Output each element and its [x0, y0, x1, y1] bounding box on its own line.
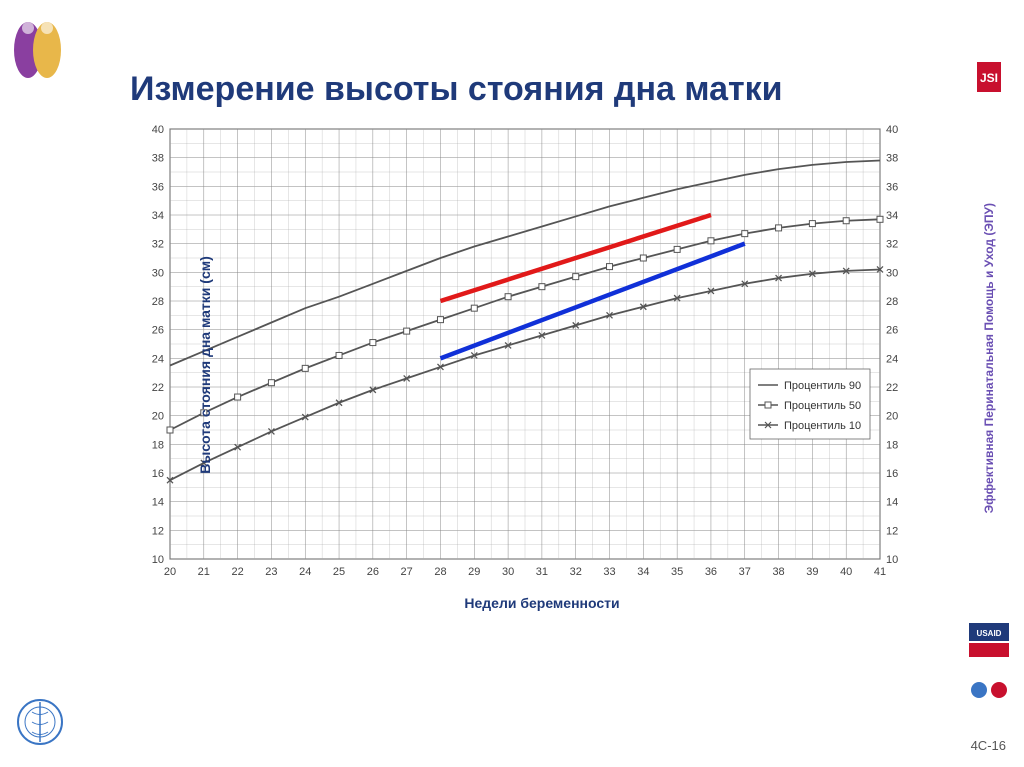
y-axis-label: Высота стояния дна матки (см) [197, 256, 213, 474]
svg-text:38: 38 [886, 153, 898, 165]
svg-text:26: 26 [886, 325, 898, 337]
svg-text:28: 28 [152, 296, 164, 308]
svg-text:27: 27 [401, 566, 413, 578]
svg-text:36: 36 [886, 181, 898, 193]
svg-text:10: 10 [886, 554, 898, 566]
svg-text:USAID: USAID [977, 629, 1002, 638]
pregnancy-icon [10, 10, 65, 90]
fundal-height-chart: 10 10 12 12 14 14 16 16 18 18 20 20 22 22 24 24 26 26 28 28… [130, 119, 920, 589]
svg-text:21: 21 [198, 566, 210, 578]
svg-text:12: 12 [152, 525, 164, 537]
svg-text:24: 24 [152, 353, 164, 365]
svg-text:36: 36 [152, 181, 164, 193]
svg-text:32: 32 [152, 239, 164, 251]
svg-text:16: 16 [152, 468, 164, 480]
x-axis-label: Недели беременности [130, 595, 954, 611]
svg-text:34: 34 [637, 566, 649, 578]
svg-text:40: 40 [152, 124, 164, 136]
svg-text:22: 22 [886, 382, 898, 394]
svg-text:30: 30 [886, 267, 898, 279]
svg-text:32: 32 [886, 239, 898, 251]
svg-text:34: 34 [886, 210, 898, 222]
svg-text:38: 38 [152, 153, 164, 165]
svg-text:14: 14 [152, 497, 164, 509]
program-name-vertical: Эффективная Перинатальная Помощь и Уход … [982, 203, 996, 513]
svg-text:33: 33 [603, 566, 615, 578]
svg-text:18: 18 [152, 439, 164, 451]
svg-text:41: 41 [874, 566, 886, 578]
svg-text:16: 16 [886, 468, 898, 480]
slide-number: 4C-16 [971, 738, 1006, 753]
svg-text:31: 31 [536, 566, 548, 578]
usaid-logo: USAID [969, 623, 1009, 657]
legend-item: Процентиль 10 [784, 420, 861, 432]
who-logo [15, 697, 65, 747]
svg-text:12: 12 [886, 525, 898, 537]
partner-logo [969, 673, 1009, 707]
svg-text:24: 24 [886, 353, 898, 365]
svg-text:34: 34 [152, 210, 164, 222]
svg-text:22: 22 [152, 382, 164, 394]
svg-text:14: 14 [886, 497, 898, 509]
svg-text:10: 10 [152, 554, 164, 566]
svg-text:25: 25 [333, 566, 345, 578]
svg-text:23: 23 [265, 566, 277, 578]
svg-text:JSI: JSI [980, 71, 998, 85]
svg-text:32: 32 [570, 566, 582, 578]
slide-title: Измерение высоты стояния дна матки [130, 70, 954, 109]
right-sidebar: JSI Эффективная Перинатальная Помощь и У… [964, 60, 1014, 707]
svg-text:24: 24 [299, 566, 311, 578]
legend-item: Процентиль 50 [784, 400, 861, 412]
jsi-logo: JSI [969, 60, 1009, 94]
svg-text:26: 26 [367, 566, 379, 578]
svg-text:28: 28 [886, 296, 898, 308]
svg-text:36: 36 [705, 566, 717, 578]
svg-text:38: 38 [772, 566, 784, 578]
svg-text:30: 30 [502, 566, 514, 578]
svg-text:40: 40 [840, 566, 852, 578]
svg-text:20: 20 [152, 411, 164, 423]
svg-text:20: 20 [164, 566, 176, 578]
svg-text:35: 35 [671, 566, 683, 578]
slide: Измерение высоты стояния дна матки Высот… [0, 0, 1024, 767]
svg-text:37: 37 [739, 566, 751, 578]
chart-container: Высота стояния дна матки (см) 10 10 12 12 14… [130, 119, 954, 611]
svg-text:26: 26 [152, 325, 164, 337]
svg-text:29: 29 [468, 566, 480, 578]
svg-text:20: 20 [886, 411, 898, 423]
svg-text:28: 28 [434, 566, 446, 578]
svg-text:22: 22 [231, 566, 243, 578]
svg-text:40: 40 [886, 124, 898, 136]
legend-item: Процентиль 90 [784, 380, 861, 392]
svg-text:39: 39 [806, 566, 818, 578]
svg-text:30: 30 [152, 267, 164, 279]
svg-text:18: 18 [886, 439, 898, 451]
sponsor-logos: USAID [969, 623, 1009, 707]
